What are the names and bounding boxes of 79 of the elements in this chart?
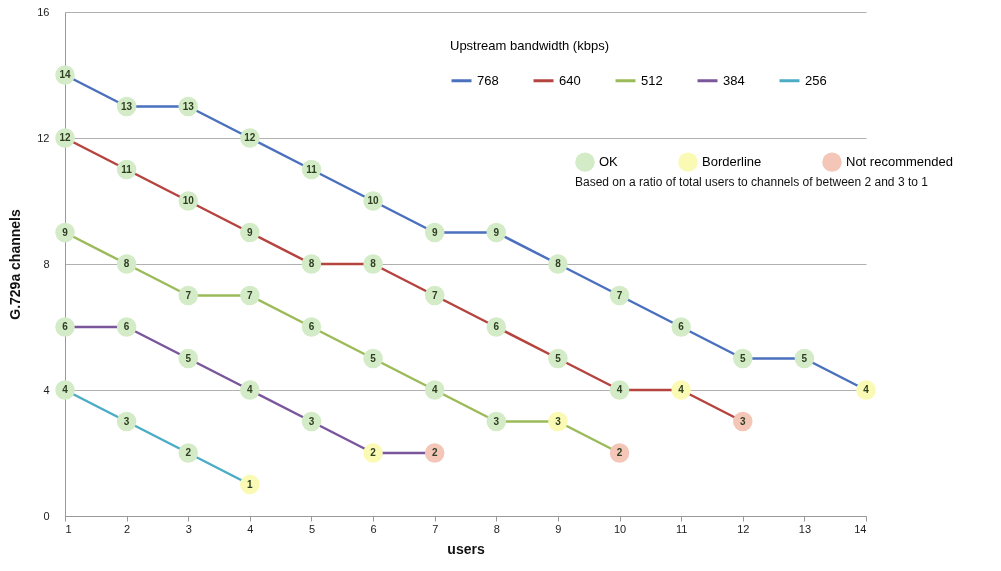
data-label: 2 bbox=[431, 447, 438, 458]
data-label: 3 bbox=[123, 415, 130, 427]
data-label: 3 bbox=[308, 415, 315, 427]
data-label: 13 bbox=[121, 100, 133, 112]
data-label: 4 bbox=[616, 384, 623, 395]
data-label: 5 bbox=[370, 352, 377, 364]
legend-label: 640 bbox=[559, 72, 581, 88]
legend-label: OK bbox=[599, 154, 619, 170]
annotation: Based on a ratio of total users to channels of between 2 and 3 to 1 bbox=[575, 175, 929, 189]
x-tick-label: 14 bbox=[854, 522, 867, 535]
data-label: 3 bbox=[555, 415, 562, 427]
y-tick-label: 8 bbox=[43, 257, 50, 270]
data-label: 8 bbox=[370, 258, 377, 269]
x-tick-label: 12 bbox=[737, 522, 750, 535]
legend-label: 768 bbox=[477, 72, 499, 88]
x-tick-label: 4 bbox=[247, 522, 254, 535]
data-label: 13 bbox=[182, 100, 195, 112]
data-label: 8 bbox=[308, 258, 315, 269]
data-label: 1 bbox=[247, 478, 254, 490]
data-label: 7 bbox=[616, 289, 623, 301]
data-label: 5 bbox=[739, 352, 746, 364]
data-label: 6 bbox=[308, 321, 315, 332]
data-label: 9 bbox=[431, 226, 438, 238]
legend-label: 512 bbox=[641, 72, 663, 88]
data-label: 2 bbox=[370, 447, 377, 458]
x-tick-label: 7 bbox=[432, 522, 439, 535]
y-axis-title: G.729a channels bbox=[7, 209, 24, 320]
data-label: 14 bbox=[59, 69, 71, 80]
data-label: 10 bbox=[182, 195, 195, 206]
data-label: 2 bbox=[185, 447, 192, 458]
legend-label: 384 bbox=[723, 72, 745, 88]
data-label: 6 bbox=[493, 321, 500, 332]
y-tick-label: 12 bbox=[37, 131, 50, 144]
legend-title: Upstream bandwidth (kbps) bbox=[450, 38, 609, 53]
data-label: 9 bbox=[247, 226, 254, 238]
x-tick-label: 13 bbox=[798, 522, 812, 535]
point bbox=[609, 285, 630, 306]
y-tick-label: 16 bbox=[37, 5, 50, 18]
data-label: 10 bbox=[367, 195, 380, 206]
data-label: 6 bbox=[62, 321, 69, 332]
data-label: 8 bbox=[123, 258, 130, 269]
data-label: 5 bbox=[185, 352, 192, 364]
data-label: 5 bbox=[801, 352, 808, 364]
x-tick-label: 8 bbox=[493, 522, 500, 535]
x-tick-label: 6 bbox=[370, 522, 377, 535]
data-label: 3 bbox=[739, 415, 746, 427]
data-label: 12 bbox=[244, 132, 256, 143]
data-label: 7 bbox=[185, 289, 192, 301]
legend-label: 256 bbox=[805, 72, 827, 88]
x-tick-label: 10 bbox=[613, 522, 627, 535]
data-label: 4 bbox=[863, 384, 870, 395]
x-tick-label: 9 bbox=[555, 522, 562, 535]
legend-label: Not recommended bbox=[846, 154, 953, 170]
y-tick-label: 4 bbox=[43, 383, 50, 396]
x-tick-label: 11 bbox=[675, 522, 688, 535]
data-label: 12 bbox=[59, 132, 71, 143]
data-label: 9 bbox=[62, 226, 69, 238]
legend-label: Borderline bbox=[702, 154, 762, 170]
data-label: 4 bbox=[247, 384, 254, 395]
x-tick-label: 5 bbox=[308, 522, 316, 535]
data-label: 4 bbox=[678, 384, 685, 395]
x-axis-title: users bbox=[447, 540, 485, 557]
x-tick-label: 3 bbox=[185, 522, 192, 535]
y-tick-label: 0 bbox=[43, 509, 50, 522]
data-label: 9 bbox=[493, 226, 500, 238]
x-tick-label: 1 bbox=[65, 522, 72, 535]
data-label: 6 bbox=[678, 321, 685, 332]
data-label: 7 bbox=[247, 289, 254, 301]
data-label: 2 bbox=[616, 447, 623, 458]
data-label: 11 bbox=[121, 163, 133, 175]
data-label: 4 bbox=[431, 384, 438, 395]
data-label: 8 bbox=[555, 258, 562, 269]
data-label: 6 bbox=[123, 321, 130, 332]
data-label: 11 bbox=[306, 163, 318, 175]
data-label: 5 bbox=[555, 352, 562, 364]
data-label: 7 bbox=[431, 289, 438, 301]
data-label: 3 bbox=[493, 415, 500, 427]
x-tick-label: 2 bbox=[124, 522, 131, 535]
data-label: 4 bbox=[62, 384, 69, 395]
